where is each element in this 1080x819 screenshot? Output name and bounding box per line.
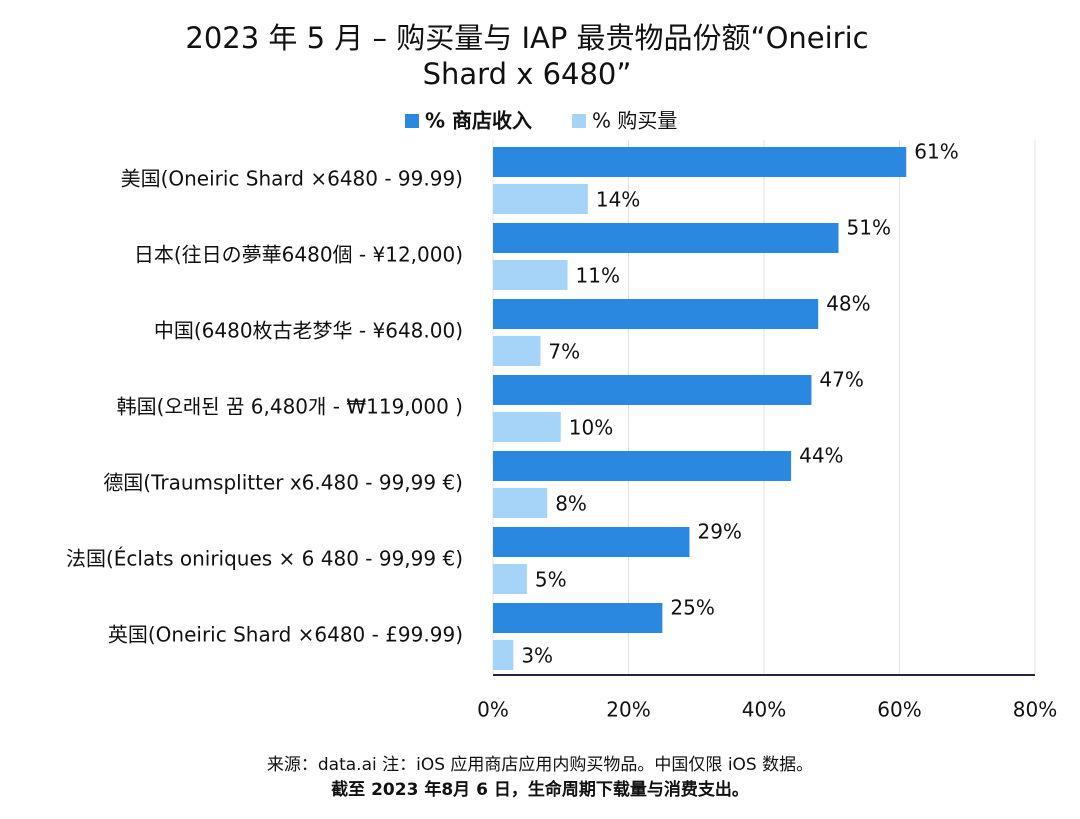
x-tick-label: 80% xyxy=(1013,698,1057,722)
bar xyxy=(493,527,690,557)
x-tick-label: 60% xyxy=(877,698,921,722)
bar xyxy=(493,564,527,594)
y-tick-label: 英国(Oneiric Shard ×6480 - £99.99) xyxy=(108,623,463,647)
y-tick-label: 中国(6480枚古老梦华 - ¥648.00) xyxy=(154,319,463,343)
value-label: 10% xyxy=(569,416,613,440)
bar xyxy=(493,375,812,405)
legend-swatch xyxy=(405,114,419,128)
bar xyxy=(493,336,541,366)
value-label: 44% xyxy=(799,444,843,468)
footnote: 截至 2023 年8月 6 日，生命周期下载量与消费支出。 xyxy=(331,780,749,800)
bar xyxy=(493,412,561,442)
value-label: 61% xyxy=(914,140,958,164)
value-label: 3% xyxy=(521,644,553,668)
bar xyxy=(493,488,548,518)
value-label: 47% xyxy=(819,368,863,392)
x-tick-label: 0% xyxy=(477,698,509,722)
value-label: 14% xyxy=(596,188,640,212)
bar xyxy=(493,260,568,290)
x-tick-label: 20% xyxy=(606,698,650,722)
legend-label: % 购买量 xyxy=(592,109,677,133)
legend-label: % 商店收入 xyxy=(425,109,532,133)
y-tick-label: 美国(Oneiric Shard ×6480 - 99.99) xyxy=(121,167,463,191)
value-label: 5% xyxy=(535,568,567,592)
bar xyxy=(493,223,839,253)
value-label: 25% xyxy=(670,596,714,620)
bar xyxy=(493,603,663,633)
legend-swatch xyxy=(572,114,586,128)
y-tick-label: 德国(Traumsplitter x6.480 - 99,99 €) xyxy=(103,471,463,495)
value-label: 11% xyxy=(576,264,620,288)
value-label: 51% xyxy=(847,216,891,240)
y-tick-label: 法国(Éclats oniriques × 6 480 - 99,99 €) xyxy=(66,547,463,571)
footnote: 来源：data.ai 注：iOS 应用商店应用内购买物品。中国仅限 iOS 数据… xyxy=(266,755,814,775)
x-tick-label: 40% xyxy=(742,698,786,722)
y-tick-label: 日本(往日の夢華6480個 - ¥12,000) xyxy=(134,243,463,267)
bar xyxy=(493,184,588,214)
chart-title: 2023 年 5 月 – 购买量与 IAP 最贵物品份额“Oneiric Sha… xyxy=(185,21,869,91)
value-label: 48% xyxy=(826,292,870,316)
bar xyxy=(493,640,514,670)
value-label: 29% xyxy=(697,520,741,544)
bar xyxy=(493,147,907,177)
bar xyxy=(493,451,792,481)
bar xyxy=(493,299,819,329)
y-tick-label: 韩国(오래된 꿈 6,480개 - ₩119,000 ) xyxy=(117,395,463,419)
value-label: 7% xyxy=(548,340,580,364)
value-label: 8% xyxy=(555,492,587,516)
